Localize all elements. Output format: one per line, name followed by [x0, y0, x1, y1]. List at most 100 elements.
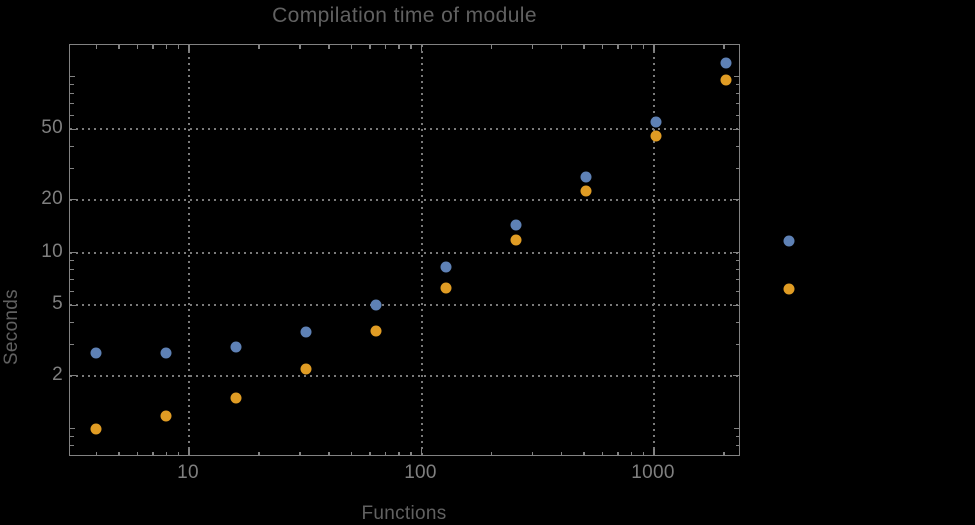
gridline-y-50 — [70, 128, 739, 131]
tick-x-300 — [531, 45, 534, 49]
x-tick-label-1000: 1000 — [631, 462, 675, 483]
tick-y-5 — [70, 304, 76, 307]
data-point-series-1-blue-x2048 — [720, 57, 732, 69]
tick-y-90 — [735, 83, 739, 86]
tick-x-9 — [177, 451, 180, 455]
tick-x-40 — [328, 451, 330, 455]
tick-x-70 — [384, 45, 387, 49]
y-tick-label-50: 50 — [41, 117, 63, 139]
tick-x-50 — [350, 45, 353, 49]
tick-y-7 — [735, 279, 739, 281]
tick-x-70 — [384, 451, 387, 455]
tick-y-8 — [735, 268, 739, 271]
data-point-series-1-blue-x16 — [230, 341, 242, 353]
data-point-series-1-blue-x8 — [160, 347, 172, 359]
tick-y-2 — [733, 374, 739, 377]
tick-y-40 — [70, 145, 74, 148]
data-point-series-2-orange-x64 — [370, 325, 382, 337]
tick-x-900 — [642, 451, 645, 455]
tick-y-4 — [735, 321, 739, 324]
y-tick-label-5: 5 — [52, 293, 63, 315]
gridline-y-10 — [70, 251, 739, 254]
tick-y-0.9 — [70, 435, 74, 438]
tick-x-6 — [136, 451, 139, 455]
tick-x-9 — [177, 45, 180, 49]
tick-x-700 — [617, 451, 619, 455]
tick-x-90 — [410, 45, 412, 49]
tick-x-60 — [369, 45, 371, 49]
tick-x-6 — [136, 45, 139, 49]
tick-y-1 — [70, 427, 75, 430]
gridline-y-5 — [70, 304, 739, 307]
tick-y-1 — [734, 427, 739, 430]
tick-y-3 — [735, 343, 739, 346]
tick-x-800 — [630, 451, 633, 455]
tick-y-8 — [70, 268, 74, 271]
tick-y-30 — [70, 167, 74, 170]
tick-x-100 — [420, 449, 423, 455]
tick-y-70 — [735, 103, 739, 105]
legend-marker-series1 — [783, 235, 795, 247]
tick-x-200 — [490, 451, 493, 455]
tick-y-30 — [735, 167, 739, 170]
tick-x-60 — [369, 451, 371, 455]
tick-y-0.8 — [70, 444, 74, 447]
y-axis-label: Seconds — [1, 289, 22, 366]
data-point-series-2-orange-x2048 — [720, 74, 732, 86]
tick-x-30 — [299, 45, 301, 49]
data-point-series-1-blue-x512 — [580, 171, 592, 183]
tick-x-30 — [299, 451, 301, 455]
tick-x-1000 — [653, 45, 655, 51]
y-tick-label-2: 2 — [52, 363, 63, 385]
tick-x-500 — [583, 451, 585, 455]
tick-x-1000 — [653, 449, 655, 455]
tick-x-400 — [560, 45, 563, 49]
data-point-series-1-blue-x32 — [300, 326, 312, 338]
tick-y-6 — [735, 290, 739, 293]
tick-x-400 — [560, 451, 563, 455]
tick-y-40 — [735, 145, 739, 148]
data-point-series-2-orange-x256 — [510, 234, 522, 246]
tick-y-0.8 — [735, 444, 739, 447]
tick-x-700 — [617, 45, 619, 49]
data-point-series-2-orange-x8 — [160, 410, 172, 422]
tick-y-3 — [70, 343, 74, 346]
tick-x-7 — [152, 451, 154, 455]
tick-y-100 — [734, 75, 739, 78]
tick-x-100 — [420, 45, 423, 51]
tick-x-4 — [95, 451, 98, 455]
tick-x-20 — [258, 451, 260, 455]
tick-x-600 — [601, 451, 604, 455]
gridline-x-10 — [188, 45, 190, 455]
x-axis-label: Functions — [361, 503, 447, 524]
data-point-series-2-orange-x1024 — [650, 130, 662, 142]
tick-x-8 — [165, 45, 168, 49]
tick-x-10 — [188, 449, 190, 455]
tick-x-2000 — [723, 451, 725, 455]
tick-x-40 — [328, 45, 330, 49]
x-tick-label-10: 10 — [177, 462, 199, 483]
tick-x-600 — [601, 45, 604, 49]
tick-y-60 — [70, 114, 74, 117]
gridline-x-1000 — [653, 45, 655, 455]
data-point-series-1-blue-x4 — [90, 347, 102, 359]
tick-x-200 — [490, 45, 493, 49]
tick-y-90 — [70, 83, 74, 86]
tick-y-2 — [70, 374, 76, 377]
tick-x-50 — [350, 451, 353, 455]
tick-x-80 — [398, 451, 400, 455]
tick-x-8 — [165, 451, 168, 455]
tick-y-5 — [733, 304, 739, 307]
data-point-series-2-orange-x512 — [580, 185, 592, 197]
data-point-series-2-orange-x4 — [90, 423, 102, 434]
legend-marker-series2 — [783, 283, 795, 295]
gridline-x-100 — [420, 45, 423, 455]
tick-y-9 — [735, 259, 739, 262]
data-point-series-2-orange-x128 — [440, 282, 452, 294]
tick-y-100 — [70, 75, 75, 78]
tick-x-800 — [630, 45, 633, 49]
y-tick-label-10: 10 — [41, 240, 63, 262]
tick-x-20 — [258, 45, 260, 49]
tick-y-80 — [70, 92, 74, 95]
